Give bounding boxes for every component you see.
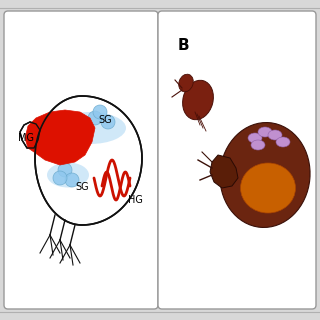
Ellipse shape <box>268 130 282 140</box>
Ellipse shape <box>183 80 213 120</box>
Ellipse shape <box>54 112 126 144</box>
Ellipse shape <box>220 123 310 228</box>
Text: HG: HG <box>128 195 143 205</box>
Polygon shape <box>35 96 142 225</box>
Text: SG: SG <box>75 182 89 192</box>
Text: MG: MG <box>18 133 34 143</box>
Ellipse shape <box>258 127 272 137</box>
Circle shape <box>53 171 67 185</box>
Text: SG: SG <box>98 115 112 125</box>
Ellipse shape <box>248 133 262 143</box>
Polygon shape <box>25 110 95 165</box>
Circle shape <box>93 105 107 119</box>
Ellipse shape <box>47 163 89 188</box>
Ellipse shape <box>276 137 290 147</box>
Polygon shape <box>210 155 238 188</box>
Ellipse shape <box>241 163 295 213</box>
Circle shape <box>65 173 79 187</box>
Ellipse shape <box>179 74 193 92</box>
FancyBboxPatch shape <box>4 11 158 309</box>
FancyBboxPatch shape <box>158 11 316 309</box>
Circle shape <box>58 163 72 177</box>
Circle shape <box>88 111 102 125</box>
Circle shape <box>101 115 115 129</box>
Polygon shape <box>20 122 40 148</box>
Ellipse shape <box>251 140 265 150</box>
Text: B: B <box>178 38 190 53</box>
